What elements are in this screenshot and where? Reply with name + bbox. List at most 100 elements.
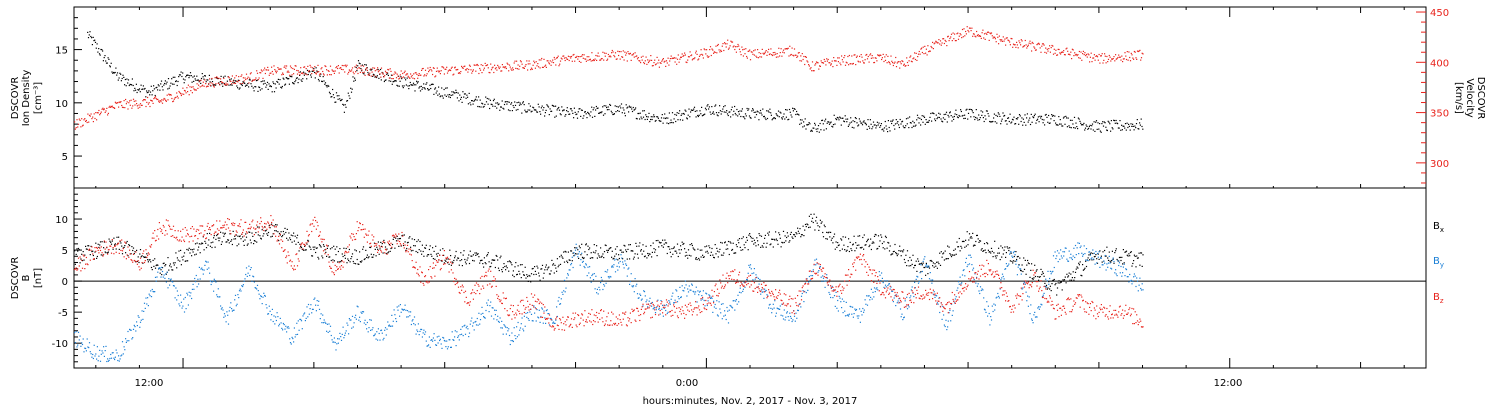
velocity-point-1026 [879,54,881,56]
density-point-307 [328,85,330,87]
by-point-378 [370,319,372,321]
velocity-point-758 [669,60,671,62]
velocity-point-404 [391,78,393,80]
velocity-point-378 [370,75,372,77]
velocity-point-746 [659,62,661,64]
velocity-point-1008 [865,54,867,56]
velocity-point-30 [97,112,99,114]
bx-point-651 [585,244,587,246]
bx-point-261 [278,232,281,235]
bx-point-1114 [948,246,950,248]
density-point-250 [283,78,285,80]
bx-point-185 [219,237,221,239]
by-point-179 [214,280,216,282]
bx-point-831 [726,244,728,246]
by-point-379 [371,329,373,331]
velocity-point-475 [446,72,449,74]
by-point-182 [216,296,219,298]
velocity-point-810 [709,46,712,48]
bx-point-826 [722,254,724,256]
density-point-1183 [1015,118,1017,120]
by-point-215 [242,284,244,286]
density-point-429 [423,87,426,89]
by-point-438 [417,323,419,325]
by-point-249 [269,310,271,312]
bx-point-1241 [1048,281,1050,283]
velocity-point-886 [769,53,771,55]
bx-point-1169 [991,250,993,252]
density-point-285 [310,76,312,78]
velocity-point-1256 [1060,53,1062,55]
by-point-300 [309,308,311,310]
density-point-349 [361,70,363,72]
velocity-point-355 [352,71,354,73]
bx-point-641 [577,249,579,251]
density-point-258 [289,75,291,78]
density-point-29 [109,66,111,68]
density-point-94 [160,80,163,82]
density-point-215 [255,80,258,82]
density-point-361 [370,69,372,71]
density-point-1066 [923,116,926,118]
velocity-point-478 [449,69,451,71]
velocity-point-46 [110,106,112,108]
by-point-92 [146,303,148,305]
density-point-1038 [901,120,904,122]
density-point-542 [512,105,514,107]
velocity-point-1268 [1069,54,1071,56]
bx-point-466 [439,249,441,251]
velocity-point-183 [217,82,219,84]
bx-point-569 [520,277,522,279]
density-point-68 [140,84,142,86]
bx-point-1044 [893,250,895,252]
density-point-416 [413,84,415,86]
by-point-168 [205,261,208,263]
density-point-681 [621,112,623,114]
by-point-216 [243,280,245,282]
velocity-point-615 [556,57,558,59]
density-point-771 [692,109,694,111]
bx-point-347 [346,262,348,264]
bx-point-608 [551,259,553,261]
bx-point-1103 [939,264,942,266]
density-point-528 [501,100,503,102]
velocity-ylabel-units: [km/s] [1453,82,1464,114]
density-point-570 [534,109,536,111]
velocity-point-884 [768,48,770,50]
by-point-752 [664,305,666,307]
density-point-1123 [968,108,970,111]
density-point-612 [567,111,569,113]
bx-point-572 [523,274,525,276]
density-point-298 [321,80,323,82]
by-point-433 [413,316,416,318]
bx-point-936 [808,215,810,217]
bx-point-188 [221,241,223,243]
density-point-807 [720,113,722,115]
velocity-point-1186 [1005,44,1007,46]
density-point-571 [535,109,537,111]
density-ylabel-line2: Ion Density [21,70,32,127]
velocity-point-859 [748,50,750,52]
velocity-point-1121 [954,33,956,35]
density-point-590 [550,110,552,112]
velocity-point-1269 [1070,51,1072,53]
by-point-562 [515,338,517,340]
density-point-35 [114,71,116,74]
density-point-1142 [983,120,985,123]
bx-point-767 [676,252,678,254]
velocity-point-1126 [957,38,960,40]
density-point-1076 [931,112,933,114]
density-point-269 [298,78,300,80]
bx-point-212 [240,238,242,240]
by-point-271 [286,327,288,329]
velocity-point-1140 [968,27,971,29]
bx-point-1009 [866,241,868,243]
by-point-436 [416,329,418,331]
density-point-1098 [949,112,951,114]
velocity-point-869 [756,56,758,58]
density-point-1131 [975,116,977,119]
bx-point-142 [185,260,187,262]
bx-point-583 [531,268,533,270]
velocity-point-964 [830,63,832,65]
velocity-point-55 [117,102,119,104]
